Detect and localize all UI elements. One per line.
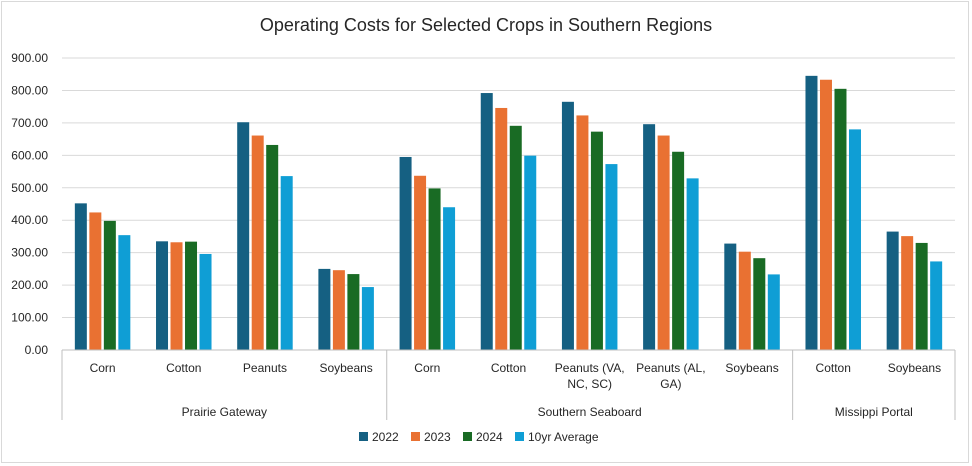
bar: [576, 115, 589, 351]
bar: [361, 287, 374, 350]
x-category-label-line: Cotton: [816, 361, 851, 375]
bar: [156, 241, 169, 350]
bar: [738, 251, 751, 350]
bar: [886, 231, 899, 350]
bar: [399, 156, 412, 350]
x-category-label: Cotton: [816, 361, 851, 375]
x-group-label: Prairie Gateway: [182, 405, 267, 419]
bar: [819, 79, 832, 351]
y-tick-label: 700.00: [11, 116, 48, 130]
bar: [103, 220, 116, 350]
y-tick-label: 0.00: [25, 343, 49, 357]
x-category-label-line: Soybeans: [888, 361, 941, 375]
x-category-label: Corn: [414, 361, 440, 375]
chart-title: Operating Costs for Selected Crops in So…: [260, 15, 712, 35]
bar: [805, 75, 818, 350]
x-category-label: Peanuts (VA, NC, SC): [555, 361, 625, 391]
x-category-label: Soybeans: [888, 361, 941, 375]
bar: [930, 261, 943, 350]
bar: [170, 242, 183, 350]
bar: [509, 125, 522, 350]
bar: [767, 274, 780, 350]
bar: [318, 268, 331, 350]
x-category-label-line: Soybeans: [725, 361, 778, 375]
x-category-label: Peanuts: [243, 361, 287, 375]
bar: [237, 122, 250, 351]
legend-label: 10yr Average: [528, 430, 599, 444]
bar: [428, 188, 441, 350]
bar: [848, 129, 861, 350]
bar: [834, 88, 847, 350]
y-axis-ticks: 0.00 100.00 200.00 300.00 400.00 500.00 600.00…: [11, 51, 48, 357]
x-category-label: Cotton: [166, 361, 201, 375]
x-category-label: Soybeans: [725, 361, 778, 375]
y-tick-label: 200.00: [11, 278, 48, 292]
bar: [280, 176, 293, 350]
bar: [480, 93, 493, 350]
x-group-label: Missippi Portal: [835, 405, 913, 419]
y-tick-label: 100.00: [11, 311, 48, 325]
bar: [118, 235, 131, 350]
x-category-label: Corn: [90, 361, 116, 375]
bar: [185, 241, 198, 350]
bar: [199, 253, 212, 350]
x-category-label: Peanuts (AL, GA): [636, 361, 705, 391]
x-category-label-line: Soybeans: [319, 361, 372, 375]
bar: [686, 178, 699, 350]
bar: [561, 101, 574, 350]
bar: [347, 274, 360, 350]
bar: [753, 258, 766, 350]
legend-label: 2023: [424, 430, 451, 444]
x-category-label-line: GA): [660, 377, 681, 391]
bar: [901, 236, 914, 350]
legend-label: 2022: [372, 430, 399, 444]
legend-swatch: [411, 432, 420, 441]
x-category-label-line: NC, SC): [567, 377, 612, 391]
x-group-label: Southern Seaboard: [538, 405, 642, 419]
bar: [443, 207, 456, 350]
bar: [915, 242, 928, 350]
y-tick-label: 500.00: [11, 181, 48, 195]
x-category-label-line: Peanuts (AL,: [636, 361, 705, 375]
x-category-label: Cotton: [491, 361, 526, 375]
bar: [605, 164, 618, 350]
bar: [724, 243, 737, 350]
bar: [251, 135, 264, 350]
bar: [332, 270, 345, 350]
x-category-label-line: Peanuts: [243, 361, 287, 375]
bar: [414, 175, 427, 350]
bar: [266, 144, 279, 350]
y-tick-label: 600.00: [11, 148, 48, 162]
y-tick-label: 900.00: [11, 51, 48, 65]
bar: [643, 124, 656, 350]
bar: [524, 155, 537, 350]
bars: [74, 75, 943, 351]
legend-swatch: [359, 432, 368, 441]
y-tick-label: 800.00: [11, 83, 48, 97]
x-category-label-line: Cotton: [166, 361, 201, 375]
legend-swatch: [515, 432, 524, 441]
x-category-label-line: Peanuts (VA,: [555, 361, 625, 375]
bar: [672, 151, 685, 350]
y-tick-label: 400.00: [11, 213, 48, 227]
y-tick-label: 300.00: [11, 246, 48, 260]
bar: [74, 203, 87, 350]
x-category-label: Soybeans: [319, 361, 372, 375]
legend-swatch: [463, 432, 472, 441]
x-category-label-line: Cotton: [491, 361, 526, 375]
bar: [89, 212, 102, 350]
x-category-label-line: Corn: [90, 361, 116, 375]
bar: [657, 135, 670, 350]
x-category-label-line: Corn: [414, 361, 440, 375]
legend: 2022 2023 2024 10yr Average: [359, 430, 599, 444]
bar: [590, 131, 603, 350]
legend-label: 2024: [476, 430, 503, 444]
x-axis: Corn Cotton Peanuts Soybeans Corn Cotton Peanu…: [61, 349, 956, 420]
bar: [495, 107, 508, 351]
